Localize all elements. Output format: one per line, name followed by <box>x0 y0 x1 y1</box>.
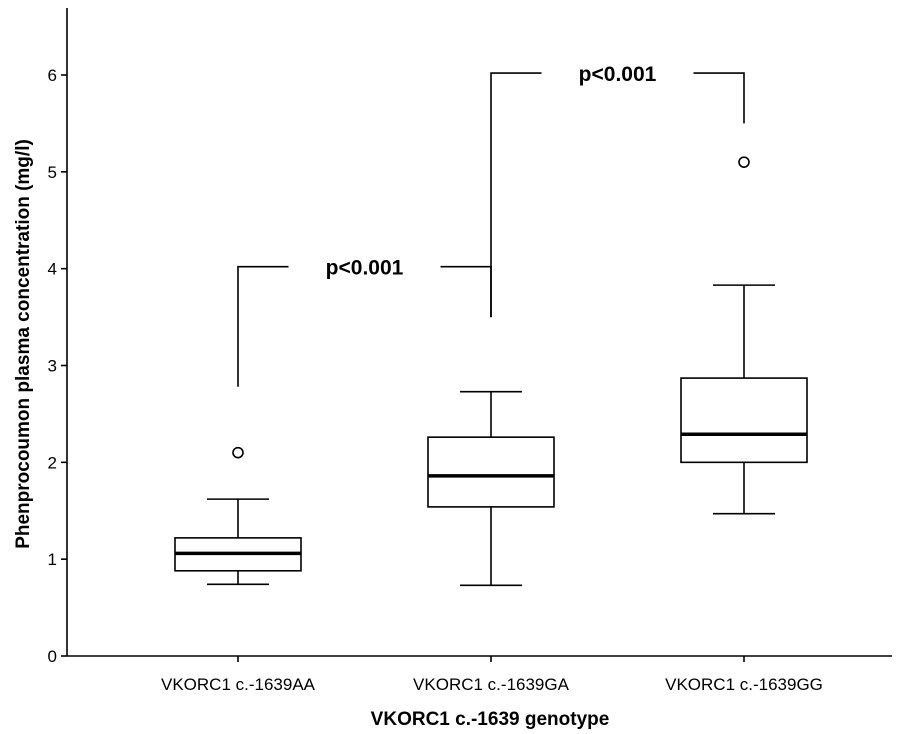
plot-area: 0 1 2 3 4 5 6 VKORC1 c.-1639AA VKORC1 c.-1639GA V… <box>48 8 892 694</box>
y-tick-label: 6 <box>48 66 57 85</box>
y-tick-label: 1 <box>48 550 57 569</box>
box-iqr <box>427 436 555 508</box>
y-tick-label: 0 <box>48 647 57 666</box>
significance-bracket-right <box>440 265 492 318</box>
significance-label: p<0.001 <box>579 63 657 86</box>
x-axis-title: VKORC1 c.-1639 genotype <box>371 709 610 730</box>
y-axis-title: Phenprocoumon plasma concentration (mg/l… <box>13 139 34 549</box>
x-tick-label: VKORC1 c.-1639GA <box>413 675 570 694</box>
y-tick-label: 2 <box>48 453 57 472</box>
y-tick-label: 3 <box>48 357 57 376</box>
significance-bracket-right <box>693 72 745 124</box>
box-iqr <box>680 377 808 464</box>
significance-label: p<0.001 <box>326 257 404 280</box>
x-tick-label: VKORC1 c.-1639GG <box>665 675 823 694</box>
significance-bracket-left <box>237 265 289 387</box>
significance-bracket-left <box>490 72 542 318</box>
x-tick-label: VKORC1 c.-1639AA <box>161 675 316 694</box>
outlier-point <box>738 156 750 168</box>
outlier-point <box>232 446 244 459</box>
y-tick-label: 4 <box>48 260 57 279</box>
y-tick-label: 5 <box>48 163 57 182</box>
